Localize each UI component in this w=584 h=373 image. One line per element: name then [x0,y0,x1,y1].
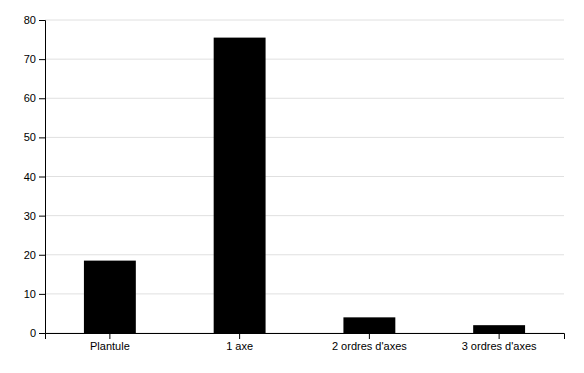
y-tick: 10 [24,288,45,300]
bar [473,325,525,333]
x-axis-line [46,334,565,340]
grid-line [45,137,564,138]
y-tick-mark [39,333,45,334]
x-axis: Plantule 1 axe 2 ordres d'axes 3 ordres d'a… [46,333,565,352]
bar [214,38,266,333]
y-tick: 80 [24,14,45,26]
y-tick: 40 [24,171,45,183]
y-tick-mark [39,98,45,99]
plot: Plantule 1 axe 2 ordres d'axes 3 ordres d'a… [24,14,565,352]
grid-line [45,98,564,99]
y-tick: 0 [30,327,45,339]
x-tick-label: Plantule [90,340,130,352]
y-tick: 50 [24,131,45,143]
grid [45,20,564,333]
x-tick: 2 ordres d'axes [332,333,407,352]
y-tick-mark [39,137,45,138]
x-tick-mark [239,333,240,339]
grid-line [45,254,564,255]
y-tick-mark [39,216,45,217]
y-tick: 30 [24,210,45,222]
grid-line [45,215,564,216]
y-tick-label: 40 [24,171,36,183]
chart-container: Plantule 1 axe 2 ordres d'axes 3 ordres d'a… [0,0,584,373]
x-tick-mark [369,333,370,339]
bars [84,38,525,333]
grid-line [45,59,564,60]
chart-svg: Plantule 1 axe 2 ordres d'axes 3 ordres d'a… [0,0,584,373]
x-tick: 3 ordres d'axes [462,333,537,352]
y-tick-label: 70 [24,53,36,65]
x-tick-label: 1 axe [226,340,253,352]
bar [84,261,136,333]
bar [343,317,395,333]
y-tick: 60 [24,92,45,104]
y-tick-mark [39,294,45,295]
x-tick-label: 2 ordres d'axes [332,340,407,352]
y-tick-label: 80 [24,14,36,26]
y-tick-mark [39,177,45,178]
x-tick-label: 3 ordres d'axes [462,340,537,352]
y-tick-mark [39,20,45,21]
y-tick-mark [39,59,45,60]
y-tick-label: 60 [24,92,36,104]
y-tick-label: 10 [24,288,36,300]
y-tick-mark [39,255,45,256]
x-tick-mark [109,333,110,339]
y-tick-label: 20 [24,249,36,261]
y-tick-label: 0 [30,327,36,339]
y-tick-label: 30 [24,210,36,222]
y-axis: 0 10 20 30 40 50 60 70 80 [24,14,46,339]
grid-line [45,176,564,177]
x-tick-mark [499,333,500,339]
y-tick: 20 [24,249,45,261]
grid-line [45,20,564,21]
y-tick-label: 50 [24,131,36,143]
x-tick: Plantule [90,333,130,352]
x-tick: 1 axe [226,333,253,352]
y-axis-line [39,21,46,334]
y-tick: 70 [24,53,45,65]
